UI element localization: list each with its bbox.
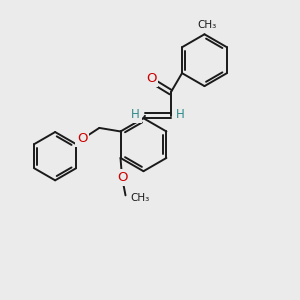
Text: O: O [146, 72, 156, 85]
Text: H: H [176, 108, 184, 121]
Text: O: O [117, 171, 128, 184]
Text: H: H [131, 108, 140, 121]
Text: O: O [77, 132, 88, 145]
Text: CH₃: CH₃ [131, 193, 150, 203]
Text: CH₃: CH₃ [197, 20, 217, 30]
